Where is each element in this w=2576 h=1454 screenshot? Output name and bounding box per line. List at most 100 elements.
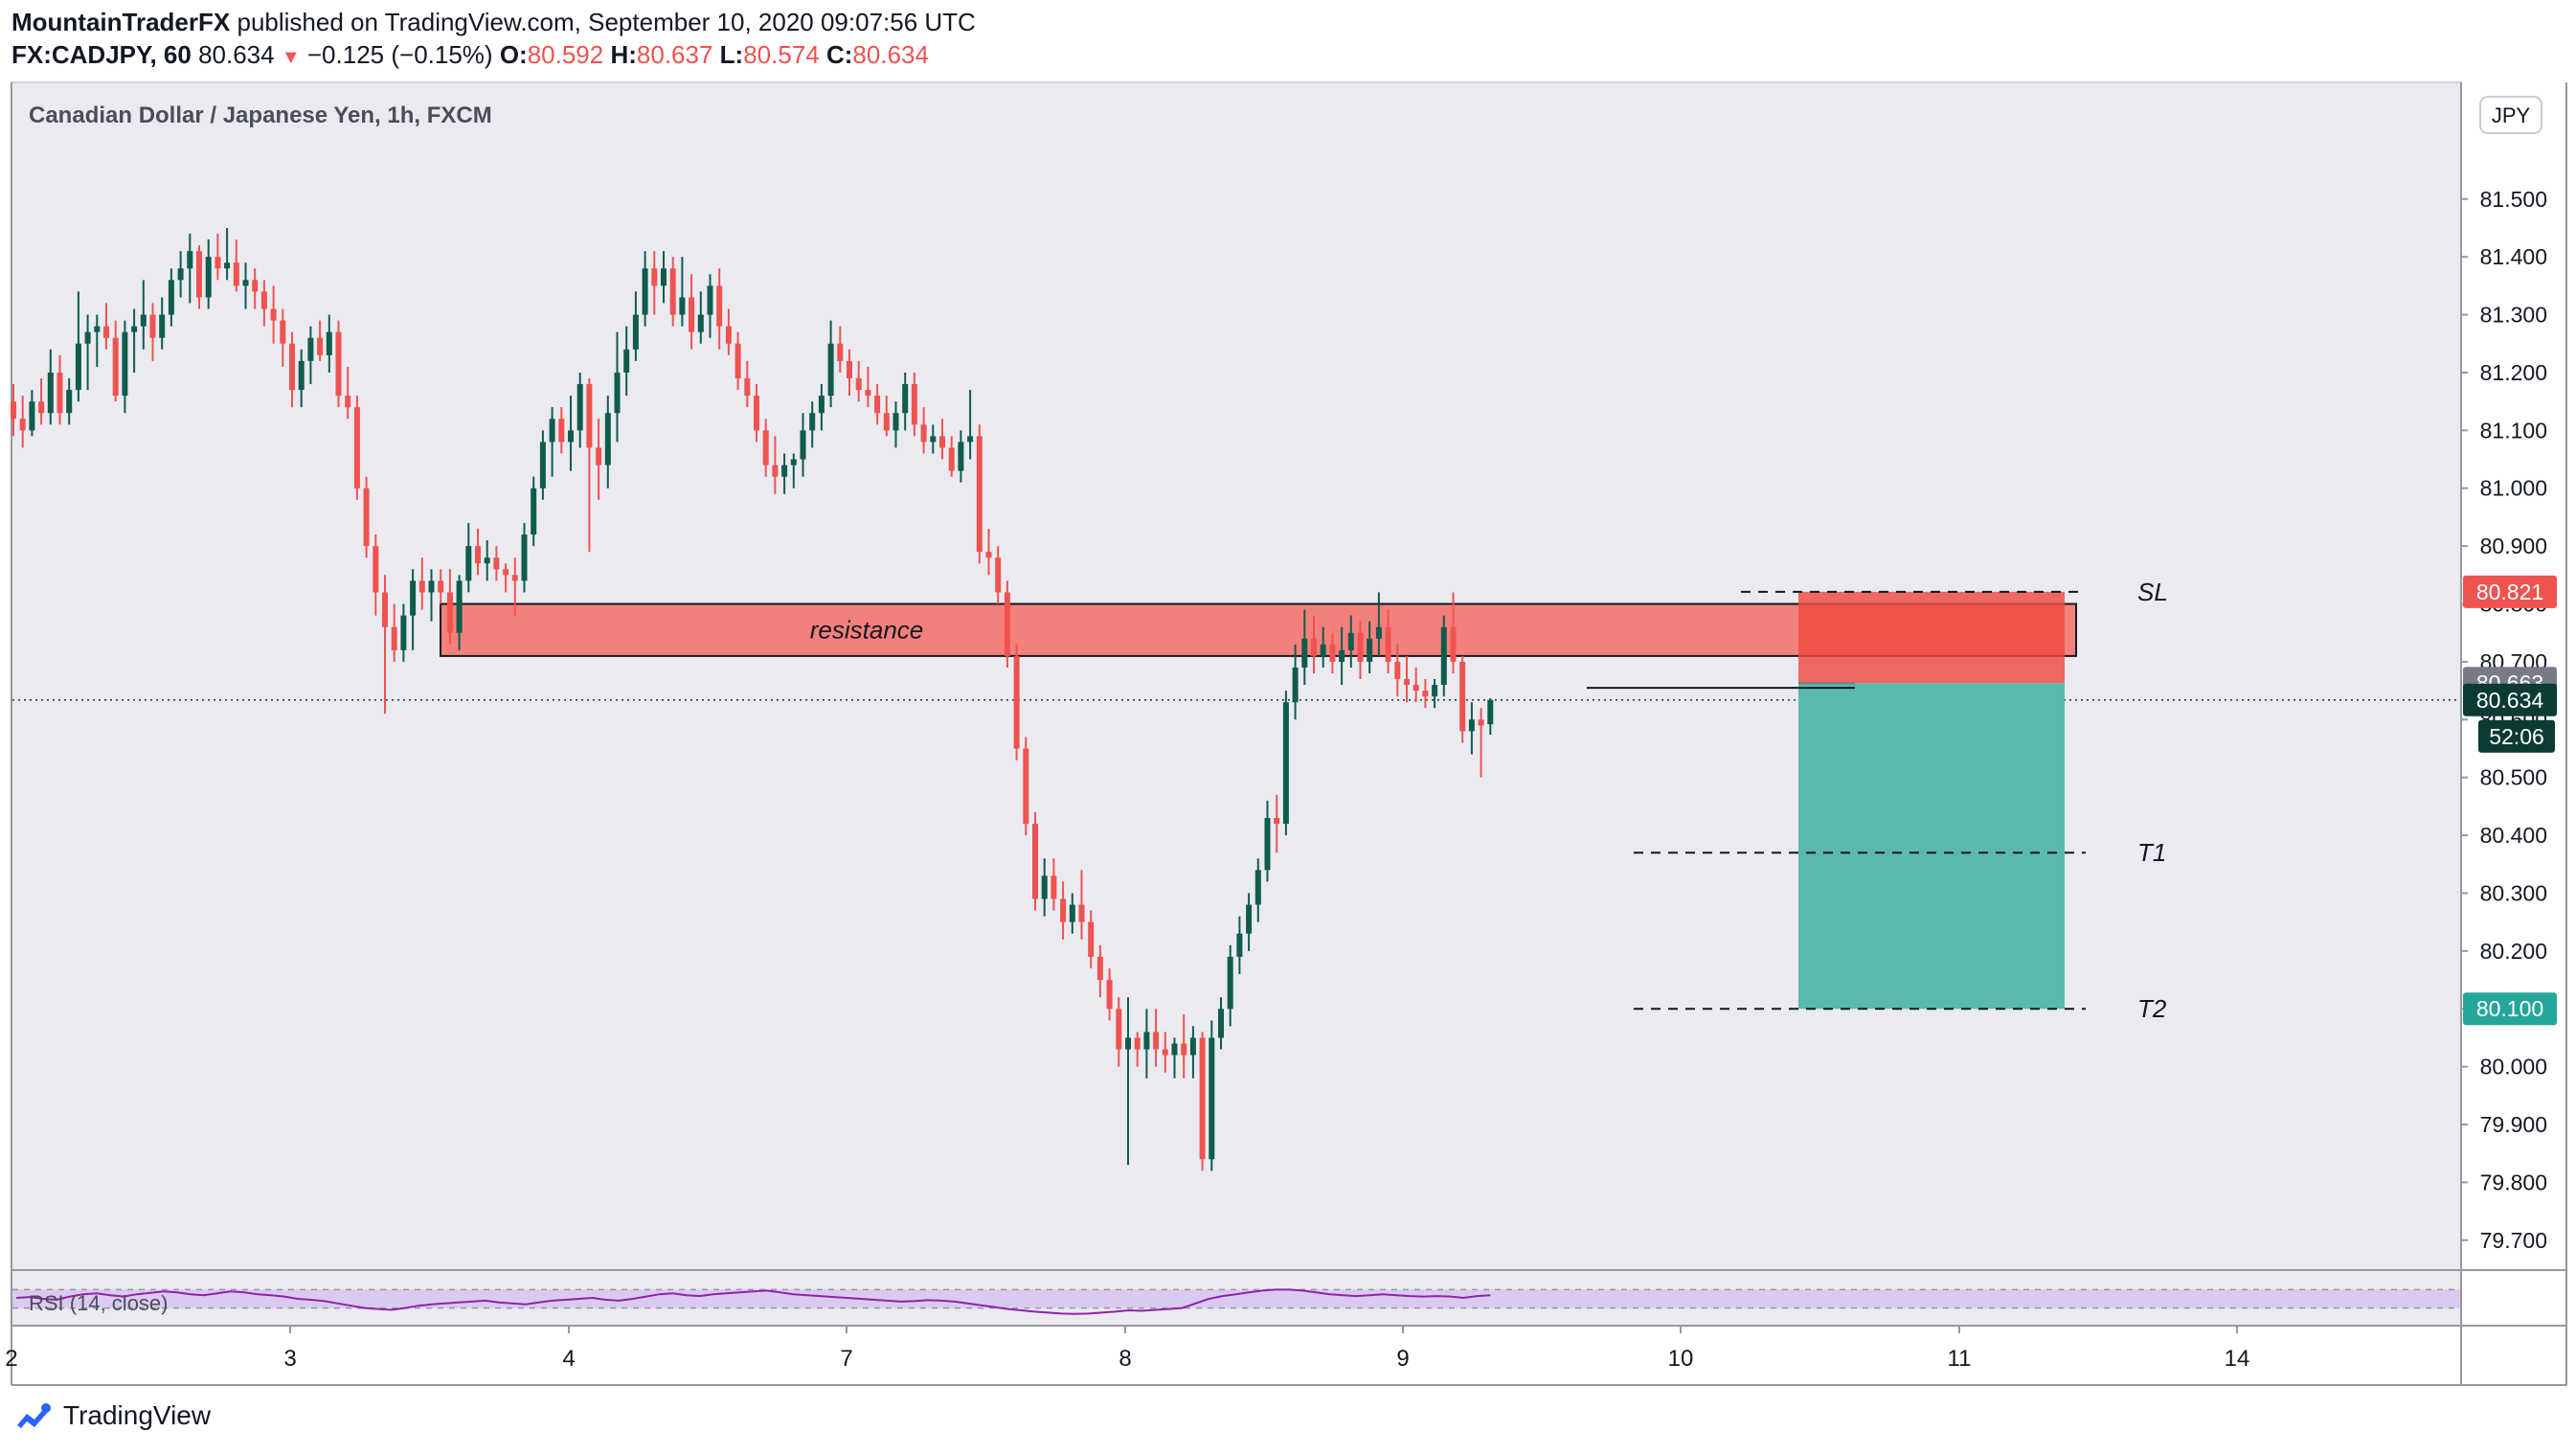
candle-body[interactable] bbox=[762, 430, 769, 466]
candle-body[interactable] bbox=[19, 419, 26, 431]
candle-body[interactable] bbox=[948, 447, 955, 471]
candle-body[interactable] bbox=[1292, 667, 1299, 703]
candle-body[interactable] bbox=[233, 262, 239, 286]
stop-loss-area[interactable] bbox=[1798, 591, 2065, 684]
candle-body[interactable] bbox=[809, 413, 816, 431]
candle-body[interactable] bbox=[586, 384, 593, 448]
candle-body[interactable] bbox=[391, 626, 397, 650]
tradingview-brand[interactable]: TradingView bbox=[13, 1400, 211, 1431]
candle-body[interactable] bbox=[772, 465, 779, 477]
candle-body[interactable] bbox=[307, 337, 314, 361]
candle-body[interactable] bbox=[1375, 626, 1382, 639]
candle-body[interactable] bbox=[1134, 1037, 1141, 1050]
candle-body[interactable] bbox=[280, 320, 286, 344]
candle-body[interactable] bbox=[1311, 638, 1317, 656]
candle-body[interactable] bbox=[1357, 632, 1364, 662]
candle-body[interactable] bbox=[576, 384, 583, 431]
candle-body[interactable] bbox=[1088, 921, 1095, 957]
candle-body[interactable] bbox=[697, 314, 704, 332]
candle-body[interactable] bbox=[196, 251, 202, 298]
candle-body[interactable] bbox=[1404, 679, 1410, 686]
candle-body[interactable] bbox=[1450, 626, 1457, 662]
candle-body[interactable] bbox=[47, 372, 54, 414]
candle-body[interactable] bbox=[985, 552, 992, 558]
candle-body[interactable] bbox=[874, 396, 881, 414]
candle-body[interactable] bbox=[1041, 875, 1048, 899]
candle-body[interactable] bbox=[465, 546, 472, 581]
candle-body[interactable] bbox=[790, 459, 797, 466]
candle-body[interactable] bbox=[1227, 956, 1233, 1010]
candle-body[interactable] bbox=[623, 349, 630, 373]
candle-body[interactable] bbox=[149, 314, 156, 338]
candle-body[interactable] bbox=[642, 268, 648, 315]
candle-body[interactable] bbox=[1487, 699, 1494, 725]
candle-body[interactable] bbox=[800, 430, 806, 460]
candle-body[interactable] bbox=[1274, 817, 1280, 824]
candle-body[interactable] bbox=[1218, 1009, 1224, 1038]
candle-body[interactable] bbox=[446, 592, 453, 633]
candle-body[interactable] bbox=[1153, 1032, 1160, 1050]
candle-body[interactable] bbox=[902, 384, 909, 414]
take-profit-area[interactable] bbox=[1798, 683, 2065, 1010]
candle-body[interactable] bbox=[224, 262, 231, 269]
candle-body[interactable] bbox=[1162, 1049, 1168, 1056]
candle-body[interactable] bbox=[847, 360, 852, 378]
candle-body[interactable] bbox=[930, 436, 937, 443]
candle-body[interactable] bbox=[66, 390, 73, 414]
candle-body[interactable] bbox=[707, 285, 713, 315]
candle-body[interactable] bbox=[596, 447, 602, 466]
candle-body[interactable] bbox=[1171, 1043, 1178, 1056]
candle-body[interactable] bbox=[716, 285, 723, 327]
candle-body[interactable] bbox=[1116, 1009, 1122, 1050]
candle-body[interactable] bbox=[1329, 644, 1336, 662]
candle-body[interactable] bbox=[1125, 1037, 1131, 1050]
candle-body[interactable] bbox=[893, 413, 899, 431]
candle-body[interactable] bbox=[1347, 632, 1354, 650]
candle-body[interactable] bbox=[995, 557, 1002, 593]
main-plot-area[interactable] bbox=[12, 83, 2460, 1269]
candle-body[interactable] bbox=[939, 436, 945, 448]
candle-body[interactable] bbox=[827, 343, 834, 397]
candle-body[interactable] bbox=[679, 297, 686, 315]
candle-body[interactable] bbox=[103, 326, 109, 338]
candle-body[interactable] bbox=[967, 436, 974, 443]
candle-body[interactable] bbox=[484, 557, 490, 564]
candle-body[interactable] bbox=[252, 280, 259, 292]
candle-body[interactable] bbox=[1032, 823, 1038, 899]
candle-body[interactable] bbox=[1412, 685, 1419, 692]
candle-body[interactable] bbox=[558, 419, 565, 443]
candle-body[interactable] bbox=[689, 297, 695, 332]
candle-body[interactable] bbox=[1078, 904, 1085, 922]
candle-body[interactable] bbox=[84, 331, 91, 344]
candle-body[interactable] bbox=[56, 372, 63, 414]
candle-body[interactable] bbox=[837, 343, 844, 361]
candle-body[interactable] bbox=[326, 331, 332, 355]
candle-body[interactable] bbox=[1468, 719, 1475, 732]
candle-body[interactable] bbox=[456, 580, 463, 633]
candle-body[interactable] bbox=[734, 343, 741, 378]
candle-body[interactable] bbox=[1478, 719, 1484, 726]
candle-body[interactable] bbox=[865, 390, 871, 397]
candle-body[interactable] bbox=[503, 569, 509, 576]
candle-body[interactable] bbox=[754, 396, 759, 431]
currency-button[interactable] bbox=[2479, 96, 2542, 134]
candle-body[interactable] bbox=[400, 615, 407, 650]
candle-body[interactable] bbox=[168, 280, 174, 315]
candle-body[interactable] bbox=[382, 592, 388, 627]
candle-body[interactable] bbox=[1060, 898, 1067, 922]
author-name[interactable]: MountainTraderFX bbox=[11, 8, 231, 36]
candle-body[interactable] bbox=[531, 488, 537, 535]
candle-body[interactable] bbox=[669, 268, 676, 315]
candle-body[interactable] bbox=[976, 436, 983, 553]
candle-body[interactable] bbox=[289, 343, 295, 391]
candle-body[interactable] bbox=[317, 337, 324, 355]
candle-body[interactable] bbox=[242, 280, 249, 286]
candle-body[interactable] bbox=[205, 257, 212, 298]
candle-body[interactable] bbox=[428, 580, 435, 593]
candle-body[interactable] bbox=[958, 442, 964, 471]
candle-body[interactable] bbox=[781, 465, 788, 477]
candle-body[interactable] bbox=[1023, 748, 1029, 824]
candle-body[interactable] bbox=[475, 546, 481, 564]
candle-body[interactable] bbox=[1246, 904, 1253, 934]
candle-body[interactable] bbox=[661, 268, 667, 286]
